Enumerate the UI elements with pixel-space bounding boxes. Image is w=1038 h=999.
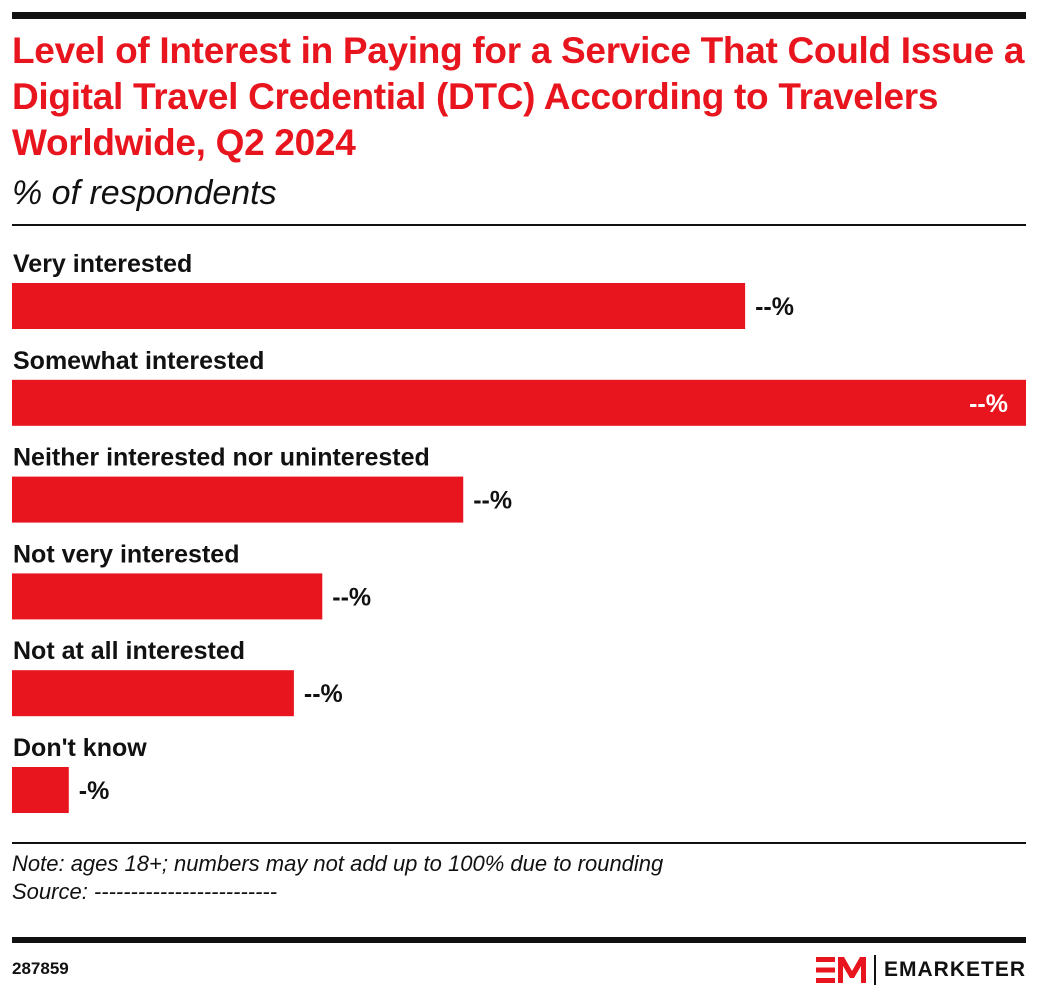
logo-separator	[873, 955, 876, 985]
bar	[12, 573, 323, 620]
top-rule	[12, 12, 1026, 19]
value-label: --%	[755, 293, 794, 321]
bar	[12, 767, 69, 813]
footer-divider	[12, 842, 1026, 844]
value-label: --%	[969, 390, 1008, 418]
emarketer-logo: EMARKETER	[815, 953, 1026, 987]
category-label: Somewhat interested	[13, 347, 264, 375]
bottom-rule	[12, 937, 1026, 943]
value-label: --%	[332, 583, 371, 611]
bar	[12, 283, 746, 329]
chart-title: Level of Interest in Paying for a Servic…	[12, 30, 1025, 163]
footnote: Note: ages 18+; numbers may not add up t…	[12, 850, 663, 906]
note-text: Note: ages 18+; numbers may not add up t…	[12, 851, 664, 876]
category-label: Very interested	[13, 250, 192, 278]
em-logo-icon	[815, 957, 866, 983]
bar	[12, 476, 464, 523]
header-divider	[12, 224, 1026, 226]
category-label: Don't know	[13, 734, 147, 762]
category-label: Not at all interested	[13, 637, 245, 665]
bar	[12, 670, 294, 717]
value-label: --%	[304, 680, 343, 708]
brand-name: EMARKETER	[883, 958, 1026, 981]
value-label: --%	[473, 487, 512, 515]
category-label: Not very interested	[13, 540, 239, 568]
bar	[12, 379, 1026, 426]
chart-subtitle: % of respondents	[12, 174, 277, 212]
value-label: -%	[79, 777, 110, 805]
chart-id: 287859	[12, 959, 69, 978]
category-label: Neither interested nor uninterested	[13, 444, 430, 472]
source-text: Source: -------------------------	[12, 879, 278, 904]
